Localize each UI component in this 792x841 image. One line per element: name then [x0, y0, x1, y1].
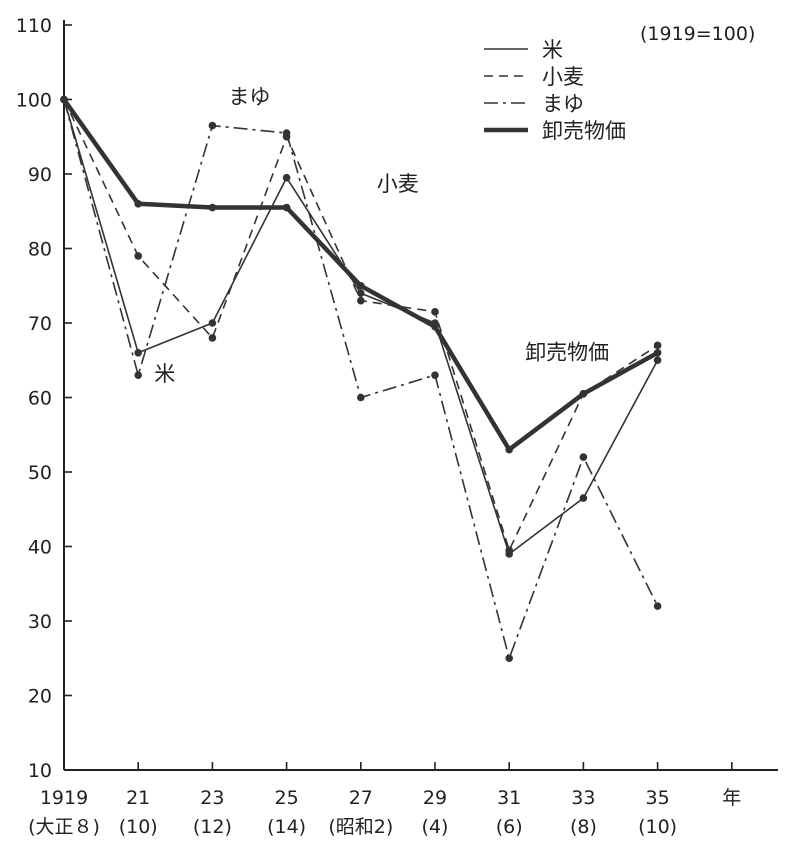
data-point — [653, 341, 662, 350]
legend-label: まゆ — [542, 92, 584, 116]
series-line-2 — [63, 99, 659, 660]
data-point — [208, 203, 217, 212]
data-point — [134, 200, 142, 208]
data-point — [505, 654, 513, 663]
data-point — [505, 445, 513, 454]
data-points — [60, 95, 662, 663]
y-tick-label: 20 — [28, 686, 52, 708]
data-point — [431, 308, 439, 316]
data-point — [282, 203, 291, 212]
data-point — [357, 296, 365, 305]
y-tick-label: 30 — [28, 611, 52, 633]
x-tick-sublabel: (14) — [267, 816, 306, 838]
x-tick-sublabel: (8) — [570, 816, 597, 838]
data-point — [653, 356, 662, 365]
data-point — [134, 371, 142, 379]
data-point — [579, 494, 588, 502]
data-point — [579, 389, 588, 398]
annotation-label: 卸売物価 — [525, 340, 609, 364]
annotation-label: 小麦 — [377, 172, 419, 196]
data-point — [208, 334, 217, 342]
data-point — [357, 281, 365, 290]
chart-note: (1919=100) — [640, 23, 755, 45]
y-tick-label: 50 — [28, 462, 52, 484]
y-tick-label: 80 — [28, 239, 52, 261]
x-tick-label: 1919 — [40, 787, 88, 809]
x-tick-sublabel: (10) — [119, 816, 158, 838]
axes — [63, 20, 778, 771]
annotation-label: まゆ — [228, 85, 270, 109]
data-point — [357, 393, 365, 402]
legend-label: 卸売物価 — [542, 119, 626, 143]
data-point — [134, 252, 142, 260]
data-point — [653, 349, 662, 357]
x-unit-label: 年 — [722, 787, 741, 809]
y-tick-label: 90 — [28, 164, 52, 186]
data-point — [208, 319, 217, 327]
annotation-label: 米 — [154, 362, 175, 386]
data-point — [431, 322, 439, 331]
data-point — [282, 173, 291, 182]
x-tick-label: 35 — [646, 787, 670, 809]
x-tick-sublabel: (6) — [496, 816, 523, 838]
tick-labels: 10 20 30 40 50 60 70 80 90 100 110 1919 (大正８) 21 (10) 2… — [16, 15, 742, 838]
data-point — [653, 602, 662, 610]
x-tick-label: 31 — [497, 787, 521, 809]
x-tick-label: 33 — [571, 787, 595, 809]
data-point — [282, 129, 291, 137]
data-point — [60, 95, 68, 104]
data-point — [505, 546, 513, 555]
y-tick-label: 100 — [16, 90, 52, 112]
y-tick-label: 40 — [28, 537, 52, 559]
x-tick-label: 27 — [349, 787, 373, 809]
series-lines — [62, 98, 659, 660]
x-tick-sublabel: (4) — [422, 816, 449, 838]
y-tick-label: 70 — [28, 313, 52, 335]
x-tick-sublabel: (12) — [193, 816, 232, 838]
y-tick-label: 60 — [28, 388, 52, 410]
x-tick-label: 23 — [200, 787, 224, 809]
y-tick-label: 10 — [28, 760, 52, 782]
legend-label: 米 — [542, 38, 563, 62]
legend-label: 小麦 — [542, 65, 584, 89]
y-tick-label: 110 — [16, 15, 52, 37]
data-point — [579, 453, 588, 461]
x-tick-label: 21 — [126, 787, 150, 809]
x-tick-label: 25 — [275, 787, 299, 809]
data-point — [134, 349, 142, 357]
data-point — [357, 289, 365, 298]
data-point — [431, 371, 439, 379]
x-tick-label: 29 — [423, 787, 447, 809]
x-tick-sublabel: (昭和2) — [328, 816, 393, 838]
x-tick-sublabel: (大正８) — [28, 816, 100, 838]
data-point — [208, 121, 217, 130]
x-tick-sublabel: (10) — [638, 816, 677, 838]
